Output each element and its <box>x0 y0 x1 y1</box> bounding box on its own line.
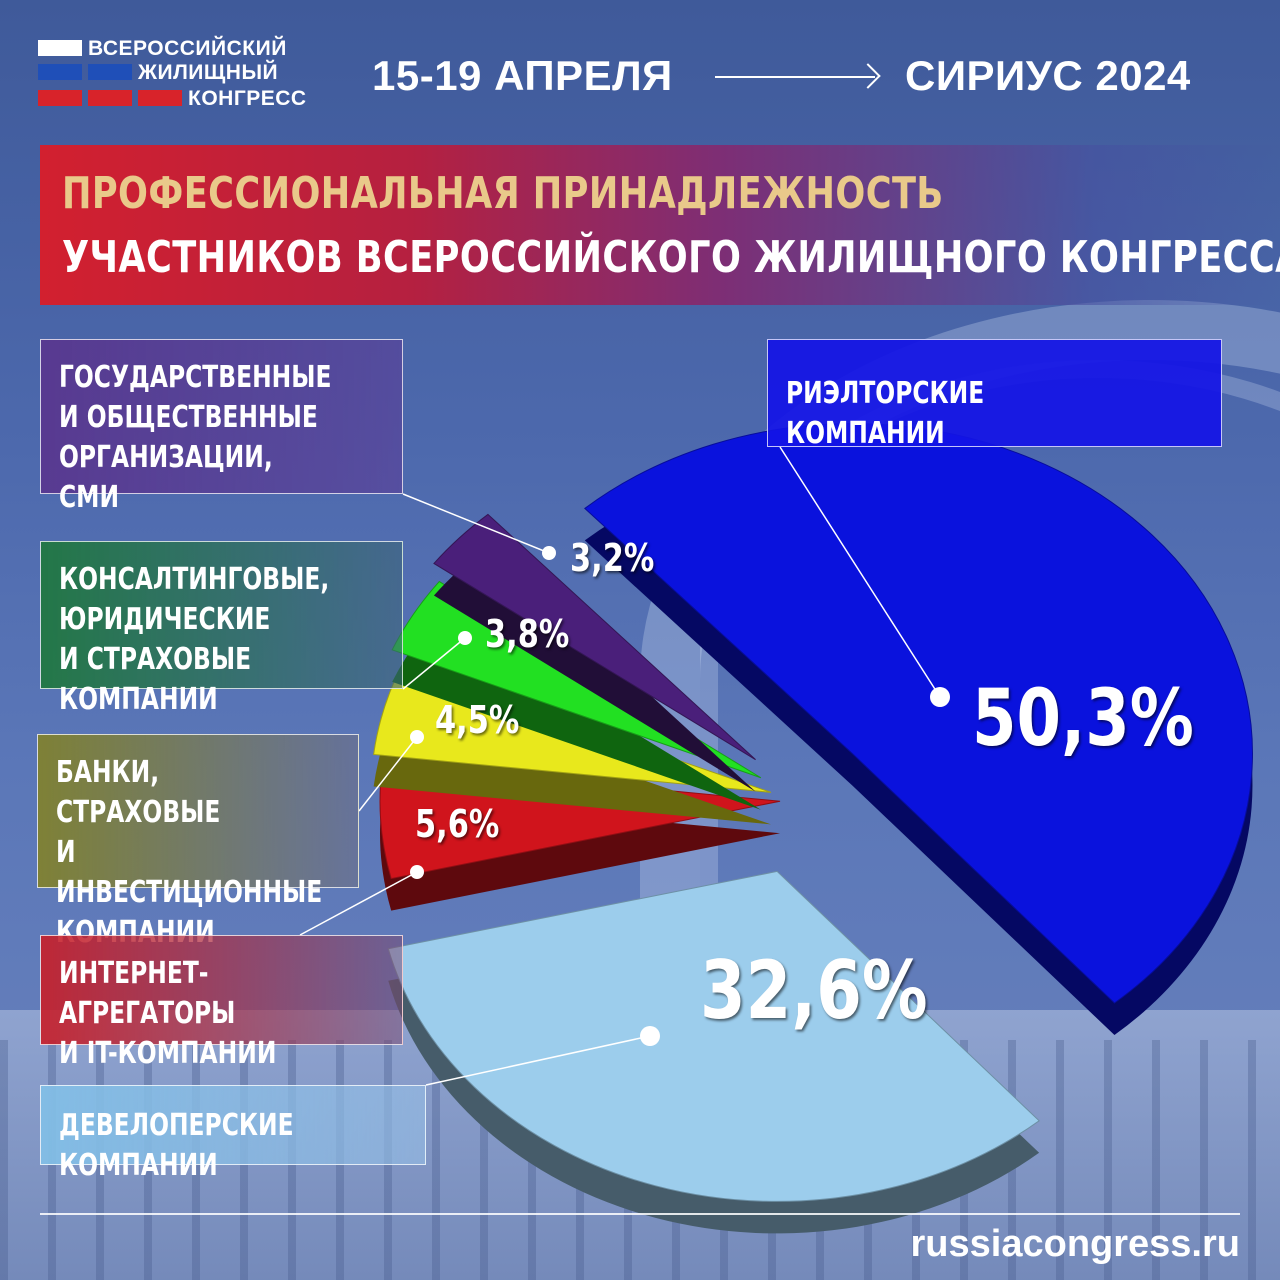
logo-flag-blue-1 <box>38 64 82 80</box>
label-developers-text: ДЕВЕЛОПЕРСКИЕ КОМПАНИИ <box>59 1108 294 1183</box>
label-internet-text: ИНТЕРНЕТ-АГРЕГАТОРЫ И IT-КОМПАНИИ <box>59 956 277 1071</box>
value-realtors: 50,3% <box>972 674 1194 764</box>
label-government: ГОСУДАРСТВЕННЫЕ И ОБЩЕСТВЕННЫЕ ОРГАНИЗАЦ… <box>40 339 403 515</box>
footer-divider <box>40 1213 1240 1215</box>
congress-logo: ВСЕРОССИЙСКИЙ ЖИЛИЩНЫЙ КОНГРЕСС <box>38 38 308 112</box>
value-developers: 32,6% <box>700 944 928 1037</box>
label-developers: ДЕВЕЛОПЕРСКИЕ КОМПАНИИ <box>40 1085 426 1183</box>
label-banks: БАНКИ, СТРАХОВЫЕ И ИНВЕСТИЦИОННЫЕ КОМПАН… <box>37 734 359 950</box>
value-government: 3,2% <box>570 536 655 580</box>
value-banks: 4,5% <box>435 698 520 742</box>
logo-flag-blue-2 <box>88 64 132 80</box>
label-consulting: КОНСАЛТИНГОВЫЕ, ЮРИДИЧЕСКИЕ И СТРАХОВЫЕ … <box>40 541 403 717</box>
label-consulting-text: КОНСАЛТИНГОВЫЕ, ЮРИДИЧЕСКИЕ И СТРАХОВЫЕ … <box>59 562 330 717</box>
slice-realtors <box>584 423 1253 1004</box>
leader-government <box>402 493 550 554</box>
title-line-2: УЧАСТНИКОВ ВСЕРОССИЙСКОГО ЖИЛИЩНОГО КОНГ… <box>62 232 1280 283</box>
leader-realtors <box>779 446 941 698</box>
value-consulting: 3,8% <box>485 612 570 656</box>
logo-flag-red-1 <box>38 90 82 106</box>
event-place: СИРИУС 2024 <box>905 52 1191 99</box>
leader-consulting <box>402 637 466 690</box>
leader-government-dot <box>542 546 556 560</box>
logo-line-3: КОНГРЕСС <box>188 87 307 110</box>
logo-flag-white <box>38 40 82 56</box>
label-government-text: ГОСУДАРСТВЕННЫЕ И ОБЩЕСТВЕННЫЕ ОРГАНИЗАЦ… <box>59 360 332 515</box>
arrow-right-icon <box>715 76 875 78</box>
leader-banks <box>358 736 418 812</box>
slice-government <box>433 513 756 761</box>
label-internet: ИНТЕРНЕТ-АГРЕГАТОРЫ И IT-КОМПАНИИ <box>40 935 403 1071</box>
logo-line-1: ВСЕРОССИЙСКИЙ <box>88 37 287 60</box>
leader-consulting-dot <box>458 631 472 645</box>
leader-internet-dot <box>410 865 424 879</box>
leader-developers <box>425 1035 651 1086</box>
leader-internet <box>299 871 418 936</box>
leader-realtors-dot <box>930 687 950 707</box>
title-line-1: ПРОФЕССИОНАЛЬНАЯ ПРИНАДЛЕЖНОСТЬ <box>62 168 944 219</box>
slice-developers <box>387 870 1040 1202</box>
label-realtors-text: РИЭЛТОРСКИЕ КОМПАНИИ <box>786 376 985 451</box>
title-banner <box>40 145 1280 305</box>
leader-banks-dot <box>410 730 424 744</box>
leader-developers-dot <box>640 1026 660 1046</box>
logo-flag-red-2 <box>88 90 132 106</box>
website-link[interactable]: russiacongress.ru <box>910 1223 1240 1265</box>
value-internet: 5,6% <box>415 802 500 846</box>
label-banks-text: БАНКИ, СТРАХОВЫЕ И ИНВЕСТИЦИОННЫЕ КОМПАН… <box>56 755 323 950</box>
label-realtors: РИЭЛТОРСКИЕ КОМПАНИИ <box>767 339 1222 451</box>
logo-flag-red-3 <box>138 90 182 106</box>
event-dates: 15-19 АПРЕЛЯ <box>372 52 673 99</box>
logo-line-2: ЖИЛИЩНЫЙ <box>138 61 279 84</box>
